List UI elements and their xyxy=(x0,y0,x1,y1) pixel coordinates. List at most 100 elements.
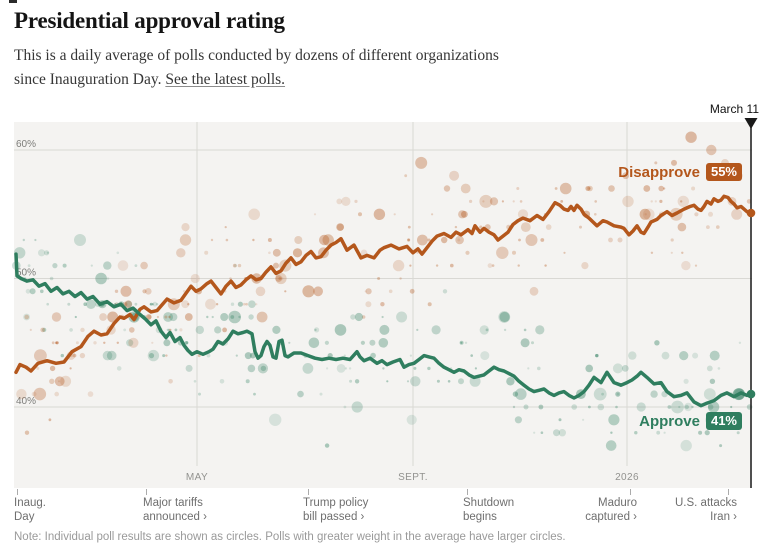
poll-dot xyxy=(211,315,214,319)
today-date-label: March 11 xyxy=(709,102,759,116)
poll-dot xyxy=(308,337,320,349)
poll-dot xyxy=(516,187,520,190)
event-label-inauguration: Inaug. Day xyxy=(14,497,46,523)
poll-dot xyxy=(336,223,344,231)
poll-dot xyxy=(193,380,197,383)
poll-dot xyxy=(155,303,159,306)
poll-dot xyxy=(571,404,577,410)
poll-dot xyxy=(736,431,740,435)
y-axis-label: 40% xyxy=(16,396,36,407)
poll-dot xyxy=(684,402,693,412)
event-label-tariffs[interactable]: Major tariffs announced › xyxy=(143,497,207,523)
poll-dot xyxy=(588,405,591,409)
poll-dot xyxy=(442,289,448,294)
poll-dot xyxy=(595,354,599,358)
poll-dot xyxy=(245,302,248,306)
poll-dot xyxy=(545,224,552,230)
poll-dot xyxy=(324,340,329,345)
poll-dot xyxy=(520,338,530,348)
poll-dot xyxy=(450,263,454,268)
poll-dot xyxy=(184,313,193,321)
poll-dot xyxy=(62,263,67,268)
poll-dot xyxy=(151,303,154,306)
poll-dot xyxy=(31,391,37,397)
poll-dot xyxy=(268,251,271,255)
poll-dot xyxy=(694,264,698,267)
poll-dot xyxy=(165,354,168,357)
event-label-maduro[interactable]: Maduro captured › xyxy=(585,497,637,523)
poll-dot xyxy=(622,195,634,208)
poll-dot xyxy=(540,431,544,435)
poll-dot xyxy=(523,404,529,410)
poll-dot xyxy=(87,391,94,397)
poll-dot xyxy=(558,429,566,437)
disapprove-label: Disapprove 55% xyxy=(618,163,742,181)
subtitle-line1: This is a daily average of polls conduct… xyxy=(14,47,499,64)
poll-dot xyxy=(273,262,279,269)
poll-dot xyxy=(529,286,539,296)
poll-dot xyxy=(149,303,152,306)
poll-dot xyxy=(168,315,171,319)
poll-dot xyxy=(164,315,168,319)
poll-dot xyxy=(369,339,376,346)
poll-dot xyxy=(378,338,389,348)
poll-dot xyxy=(147,349,160,362)
poll-dot xyxy=(404,174,408,178)
event-tick xyxy=(728,489,729,495)
poll-dot xyxy=(67,302,71,306)
poll-dot xyxy=(166,328,169,332)
poll-dot xyxy=(459,340,464,345)
poll-dot xyxy=(465,250,470,255)
approve-series-name: Approve xyxy=(639,412,700,430)
poll-dot xyxy=(80,327,85,333)
latest-polls-link[interactable]: See the latest polls. xyxy=(165,71,286,88)
poll-dot xyxy=(364,290,367,293)
poll-dot xyxy=(553,429,560,437)
y-axis-label: 60% xyxy=(16,139,36,150)
poll-dot xyxy=(518,238,521,242)
footnote: Note: Individual poll results are shown … xyxy=(14,531,566,543)
poll-dot xyxy=(54,391,59,397)
poll-dot xyxy=(594,213,597,216)
poll-dot xyxy=(671,400,684,414)
poll-dot xyxy=(344,367,348,370)
poll-dot xyxy=(230,302,235,306)
poll-dot xyxy=(685,131,697,143)
poll-dot xyxy=(407,238,410,242)
poll-dot xyxy=(667,405,672,409)
poll-dot xyxy=(409,288,415,294)
poll-dot xyxy=(435,264,439,267)
poll-dot xyxy=(302,285,315,298)
plot-background xyxy=(14,122,752,488)
poll-dot xyxy=(708,404,714,410)
event-label-policy-bill[interactable]: Trump policy bill passed › xyxy=(303,497,369,523)
poll-dot xyxy=(650,390,658,398)
poll-dot xyxy=(610,431,613,434)
poll-dot xyxy=(354,199,358,203)
poll-dot xyxy=(106,277,110,280)
poll-dot xyxy=(48,418,52,422)
poll-dot xyxy=(654,200,657,203)
poll-dot xyxy=(228,310,241,324)
poll-dot xyxy=(52,263,58,269)
poll-dot xyxy=(525,234,538,246)
poll-dot xyxy=(313,286,323,297)
poll-dot xyxy=(458,210,467,219)
event-label-iran[interactable]: U.S. attacks Iran › xyxy=(675,497,737,523)
poll-dot xyxy=(123,302,128,306)
poll-dot xyxy=(436,379,440,383)
poll-dot xyxy=(636,402,646,412)
poll-dot xyxy=(691,405,694,409)
poll-dot xyxy=(458,378,464,385)
poll-dot xyxy=(460,341,463,344)
chart-subtitle: This is a daily average of polls conduct… xyxy=(14,44,654,92)
poll-dot xyxy=(396,311,408,323)
poll-dot xyxy=(152,301,158,307)
poll-dot xyxy=(24,430,30,435)
poll-dot xyxy=(86,299,96,309)
poll-dot xyxy=(498,311,511,323)
poll-dot xyxy=(670,238,674,242)
poll-dot xyxy=(34,238,37,242)
poll-dot xyxy=(33,387,47,401)
poll-dot xyxy=(694,212,699,217)
